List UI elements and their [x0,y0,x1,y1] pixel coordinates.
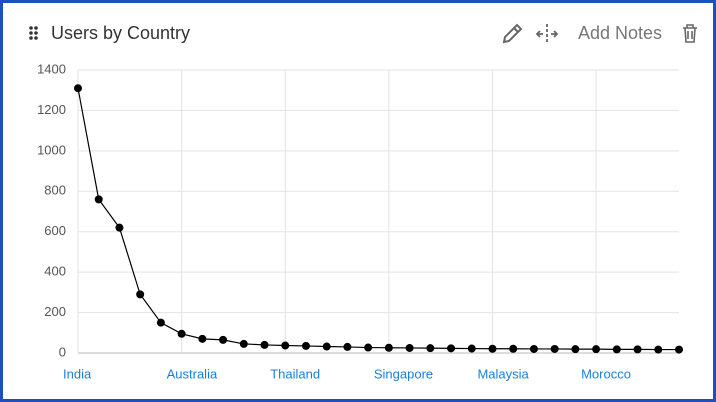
data-point [177,329,186,338]
drag-handle[interactable] [29,26,38,40]
y-tick-label: 800 [44,183,66,198]
data-point [488,344,497,353]
data-point [156,318,165,327]
data-point [612,345,621,354]
y-tick-label: 400 [44,264,66,279]
data-point [550,344,559,353]
data-point [322,342,331,351]
chart: Users by Country Add Notes 0 200 400 600 800… [29,23,697,381]
data-line [77,88,679,351]
x-tick-label: Singapore [374,366,433,381]
y-tick-label: 600 [44,223,66,238]
delete-icon[interactable] [683,24,697,43]
data-point [467,344,476,353]
data-point [94,195,103,204]
add-notes-button[interactable]: Add Notes [578,23,662,43]
data-point [260,340,269,349]
data-point [239,339,248,348]
data-point [509,344,518,353]
data-point [364,343,373,352]
x-tick-label: Australia [167,366,218,381]
data-point [281,341,290,350]
edit-icon[interactable] [502,23,523,44]
data-point [447,344,456,353]
data-point [654,345,663,354]
y-tick-label: 1400 [37,61,66,76]
x-tick-label: India [63,366,92,381]
data-point [426,344,435,353]
y-tick-label: 0 [59,344,66,359]
data-point [529,344,538,353]
data-point [633,345,642,354]
y-tick-label: 1000 [37,142,66,157]
data-point [675,345,683,354]
data-point [136,290,145,299]
x-tick-label: Malaysia [477,366,529,381]
data-point [343,342,352,351]
x-tick-label: Thailand [270,366,320,381]
data-point [384,343,393,352]
data-point [405,343,414,352]
x-tick-label: Morocco [581,366,631,381]
y-tick-label: 1200 [37,102,66,117]
data-point [115,223,124,232]
data-point [571,345,580,354]
data-point [219,335,228,344]
data-point [301,341,310,350]
chart-title: Users by Country [51,23,190,43]
data-point [74,84,82,93]
move-icon[interactable] [535,24,559,44]
y-tick-label: 200 [44,304,66,319]
data-point [592,345,601,354]
data-point [198,334,207,343]
